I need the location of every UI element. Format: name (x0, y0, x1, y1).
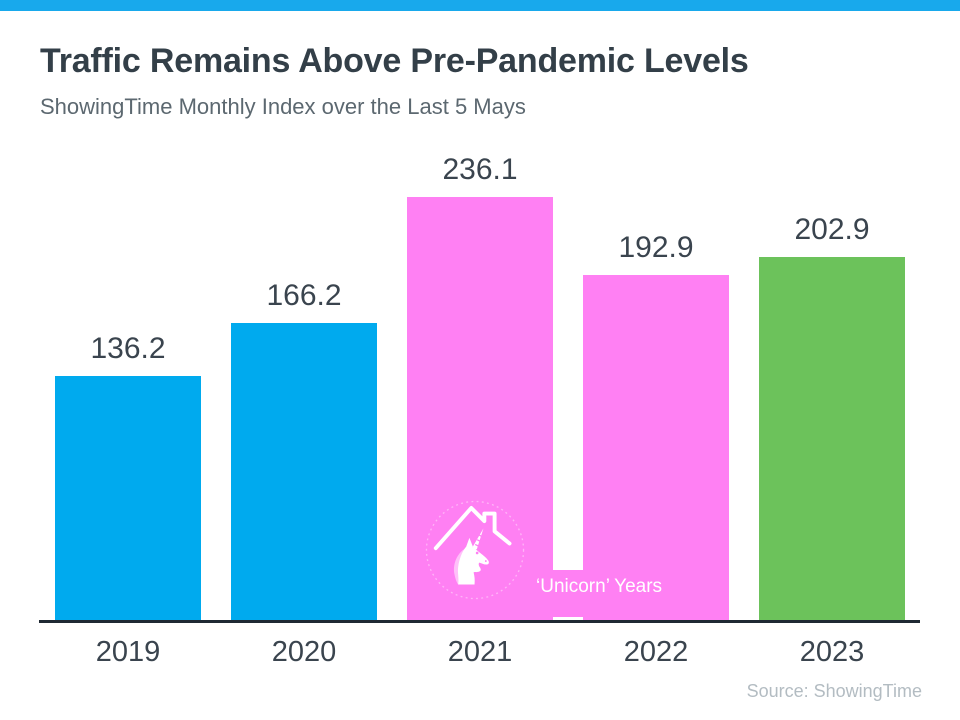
value-label-2019: 136.2 (90, 332, 166, 365)
horn-spiral-line (476, 539, 481, 543)
bar-2020 (231, 323, 377, 620)
chart-title: Traffic Remains Above Pre-Pandemic Level… (40, 42, 749, 80)
value-label-2023: 202.9 (794, 213, 870, 246)
value-label-2020: 166.2 (266, 279, 342, 312)
horn-spiral-line (478, 534, 483, 538)
x-axis-line (39, 620, 920, 623)
dashed-circle (425, 500, 525, 600)
unicorn-house-icon (425, 500, 525, 600)
unicorn-label-background (549, 570, 584, 617)
house-roof-outline (433, 506, 512, 551)
unicorn-ear (465, 537, 474, 549)
x-tick-2021: 2021 (447, 636, 513, 668)
bar-2023 (759, 257, 905, 620)
unicorn-eye (475, 551, 479, 555)
value-label-2021: 236.1 (442, 153, 518, 186)
value-label-2022: 192.9 (618, 231, 694, 264)
x-tick-2022: 2022 (623, 636, 689, 668)
source-attribution: Source: ShowingTime (746, 681, 922, 701)
unicorn-horn (470, 528, 484, 551)
bar-2022 (583, 275, 729, 620)
unicorn-head (457, 546, 489, 585)
unicorn-nostril (484, 560, 487, 562)
bar-2019 (55, 376, 201, 620)
x-tick-2019: 2019 (95, 636, 161, 668)
top-accent-bar (0, 0, 960, 11)
x-tick-2023: 2023 (799, 636, 865, 668)
unicorn-years-label: ‘Unicorn’ Years (536, 576, 663, 597)
x-tick-2020: 2020 (271, 636, 337, 668)
bar-2021 (407, 197, 553, 620)
chart-subtitle: ShowingTime Monthly Index over the Last … (40, 94, 526, 119)
horn-spiral-line (474, 543, 480, 547)
